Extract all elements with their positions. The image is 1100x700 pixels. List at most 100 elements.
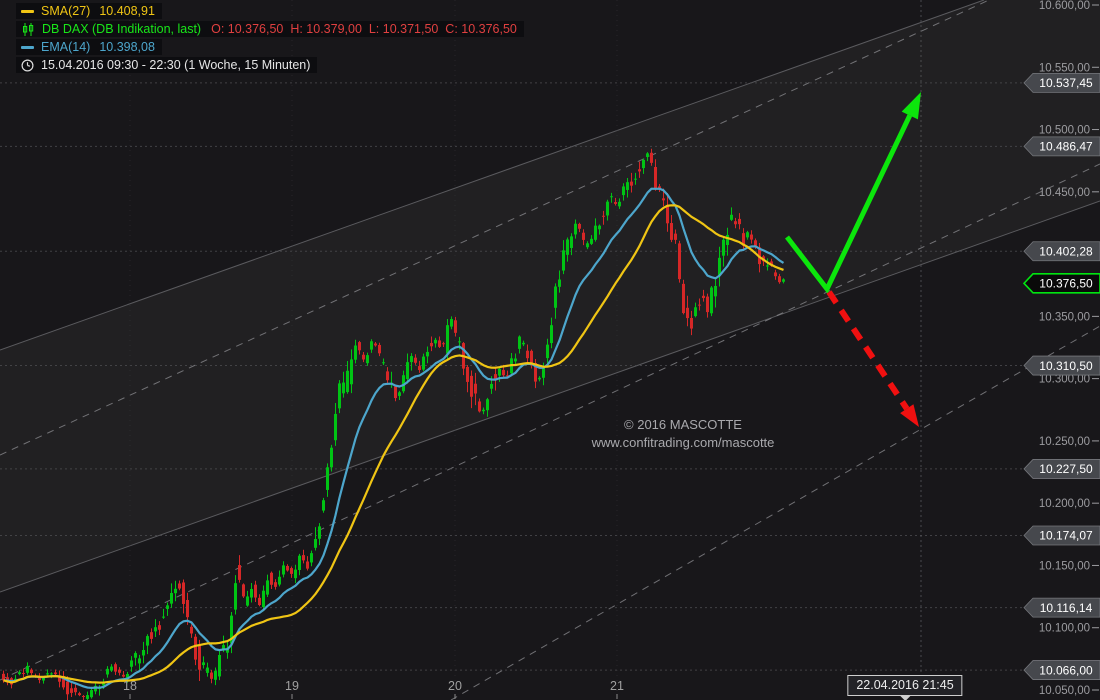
candle-body xyxy=(274,582,277,587)
candle-body xyxy=(222,645,225,650)
candle-body xyxy=(102,682,105,686)
y-axis-tick-label: 10.500,00 xyxy=(1039,125,1090,137)
candle-body xyxy=(190,626,193,634)
candle-body xyxy=(422,356,425,370)
ema-swatch-icon xyxy=(21,45,34,49)
price-tag-label: 10.066,00 xyxy=(1039,663,1093,677)
watermark-line1: © 2016 MASCOTTE xyxy=(624,417,742,432)
price-level-tag: 10.537,45 xyxy=(1023,73,1100,93)
x-axis-date-label: 18 xyxy=(123,679,137,693)
candle-body xyxy=(454,320,457,333)
legend-row-ema[interactable]: EMA(14) 10.398,08 xyxy=(16,39,524,55)
price-tag-shape xyxy=(1023,459,1100,479)
candle-body xyxy=(334,413,337,441)
candle-body xyxy=(402,375,405,392)
price-level-tag: 10.402,28 xyxy=(1023,241,1100,262)
candle-body xyxy=(238,565,241,580)
arrowhead-down-icon xyxy=(900,404,919,427)
y-axis-tick-label: 10.550,00 xyxy=(1039,62,1090,74)
candle-body xyxy=(298,555,301,570)
price-tag-label: 10.402,28 xyxy=(1039,244,1093,258)
trend-channel-fill xyxy=(0,0,1100,592)
candle-body xyxy=(290,568,293,574)
sma-value: 10.408,91 xyxy=(99,4,155,18)
ema-line[interactable] xyxy=(3,187,785,690)
candle-body xyxy=(414,357,417,363)
candle-body xyxy=(250,588,253,598)
candle-body xyxy=(418,366,421,371)
candle-body xyxy=(586,243,589,248)
candle-body xyxy=(406,362,409,380)
candle-body xyxy=(646,153,649,158)
candle-body xyxy=(722,239,725,256)
candle-body xyxy=(590,238,593,244)
candle-body xyxy=(70,688,73,693)
price-tag-label: 10.174,07 xyxy=(1039,529,1093,543)
candle-body xyxy=(506,375,509,377)
candle-body xyxy=(262,590,265,608)
candle-body xyxy=(302,555,305,561)
candle-body xyxy=(270,572,273,585)
candle-body xyxy=(18,672,21,675)
candle-body xyxy=(158,625,161,630)
candle-body xyxy=(254,584,257,598)
candle-body xyxy=(210,672,213,679)
candle-body xyxy=(658,186,661,189)
legend-row-symbol[interactable]: DB DAX (DB Indikation, last) O: 10.376,5… xyxy=(16,21,524,37)
trend-channel-line[interactable] xyxy=(0,0,985,351)
candle-body xyxy=(566,239,569,255)
chart-legend: SMA(27) 10.408,91 DB DAX (DB Indikation,… xyxy=(16,3,524,75)
candlestick-icon xyxy=(21,22,35,36)
trendline-dashed[interactable] xyxy=(450,325,1100,700)
sma-line[interactable] xyxy=(3,204,784,684)
candle-body xyxy=(342,382,345,394)
candle-body xyxy=(398,392,401,396)
candle-body xyxy=(530,350,533,365)
candle-body xyxy=(282,565,285,575)
candle-body xyxy=(366,355,369,364)
bearish-arrow[interactable] xyxy=(826,290,919,427)
candle-body xyxy=(642,159,645,169)
candle-body xyxy=(654,166,657,190)
candle-body xyxy=(674,233,677,240)
candle-body xyxy=(330,447,333,468)
candle-body xyxy=(354,345,357,360)
candle-body xyxy=(550,325,553,344)
candle-body xyxy=(426,351,429,357)
price-tag-label: 10.116,14 xyxy=(1040,601,1093,615)
y-axis-tick-label: 10.600,00 xyxy=(1039,0,1090,12)
candle-body xyxy=(686,307,689,319)
price-tag-shape xyxy=(1023,597,1100,618)
trend-channel-line[interactable] xyxy=(0,200,1100,593)
candle-body xyxy=(214,670,217,680)
candle-body xyxy=(358,342,361,351)
ema-value: 10.398,08 xyxy=(99,40,155,54)
candle-body xyxy=(738,218,741,225)
current-price-tag: 10.376,50 xyxy=(1022,273,1100,294)
candle-body xyxy=(26,665,29,673)
candle-body xyxy=(498,368,501,376)
candle-body xyxy=(326,467,329,490)
candle-body xyxy=(74,687,77,693)
bullish-arrow[interactable] xyxy=(785,92,921,294)
tag-pointer-icon xyxy=(898,695,911,700)
candle-body xyxy=(638,169,641,172)
candle-body xyxy=(174,588,177,594)
candle-body xyxy=(178,583,181,589)
price-tag-shape xyxy=(1023,73,1100,93)
candle-body xyxy=(278,576,281,585)
legend-row-sma[interactable]: SMA(27) 10.408,91 xyxy=(16,3,524,19)
candle-body xyxy=(206,667,209,673)
candle-body xyxy=(150,632,153,639)
candle-body xyxy=(430,342,433,347)
sma-label: SMA(27) xyxy=(41,4,91,18)
candle-body xyxy=(146,636,149,646)
candle-body xyxy=(546,344,549,359)
bearish-arrow-line xyxy=(826,290,910,411)
candle-body xyxy=(314,539,317,548)
candle-body xyxy=(346,370,349,393)
candle-body xyxy=(378,344,381,354)
future-date-label: 22.04.2016 21:45 xyxy=(856,678,954,692)
